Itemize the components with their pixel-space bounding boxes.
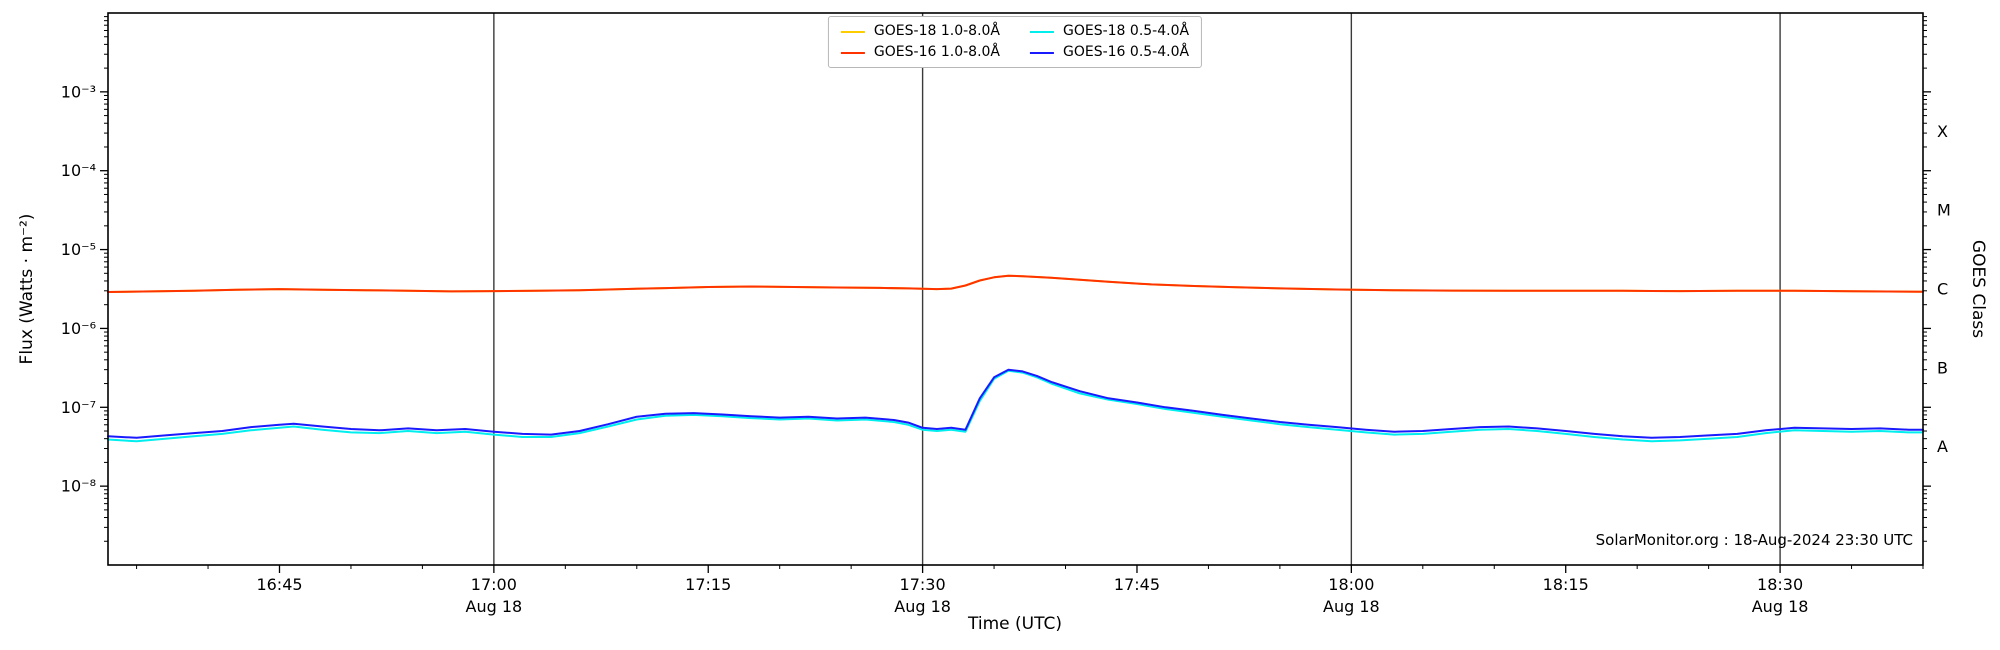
series-goes16-long: [107, 274, 1924, 293]
x-tick-label: 18:15: [1543, 575, 1589, 594]
legend-swatch-goes16-long: [840, 51, 865, 54]
legend-item-goes18-long: GOES-18 1.0-8.0Å: [840, 23, 1000, 40]
plot-border: [107, 12, 1924, 566]
goes-class-label: A: [1937, 437, 1948, 456]
x-tick-label: 17:00: [471, 575, 517, 594]
x-axis-title: Time (UTC): [968, 614, 1062, 634]
goes-class-label: B: [1937, 358, 1948, 377]
x-tick-label: 18:30: [1757, 575, 1803, 594]
x-tick-label: 17:15: [685, 575, 731, 594]
goes-class-label: X: [1937, 122, 1948, 141]
y-axis-title: Flux (Watts · m⁻²): [17, 213, 37, 365]
legend-item-label: GOES-18 0.5-4.0Å: [1063, 23, 1190, 39]
source-annotation: SolarMonitor.org : 18-Aug-2024 23:30 UTC: [1595, 531, 1913, 549]
y-tick-label: 10⁻⁵: [61, 240, 96, 259]
legend-item-goes16-short: GOES-16 0.5-4.0Å: [1030, 44, 1189, 61]
y-tick-label: 10⁻⁸: [61, 477, 96, 496]
legend-item-label: GOES-16 0.5-4.0Å: [1063, 44, 1190, 60]
legend-item-label: GOES-18 1.0-8.0Å: [873, 23, 1000, 39]
x-tick-label: 18:00: [1328, 575, 1374, 594]
y-tick-label: 10⁻⁶: [61, 319, 96, 338]
x-tick-sublabel: Aug 18: [1752, 597, 1809, 616]
legend-item-goes16-long: GOES-16 1.0-8.0Å: [840, 44, 1000, 61]
x-tick-sublabel: Aug 18: [894, 597, 951, 616]
legend-item-label: GOES-16 1.0-8.0Å: [873, 44, 1000, 60]
legend-swatch-goes18-short: [1030, 30, 1054, 33]
x-tick-label: 17:30: [900, 575, 946, 594]
legend-swatch-goes16-short: [1030, 51, 1054, 54]
y-tick-label: 10⁻⁷: [61, 398, 96, 417]
x-tick-sublabel: Aug 18: [466, 597, 523, 616]
chart-legend: GOES-18 1.0-8.0Å GOES-16 1.0-8.0Å GOES-18 …: [827, 16, 1203, 68]
goes-class-label: C: [1937, 280, 1948, 299]
series-goes16-short: [107, 368, 1924, 439]
y-tick-label: 10⁻⁴: [61, 161, 96, 180]
x-tick-label: 17:45: [1114, 575, 1160, 594]
legend-item-goes18-short: GOES-18 0.5-4.0Å: [1030, 23, 1189, 40]
y-axis-right-title: GOES Class: [1968, 239, 1988, 339]
goes-class-label: M: [1937, 201, 1951, 220]
x-tick-label: 16:45: [256, 575, 302, 594]
x-tick-sublabel: Aug 18: [1323, 597, 1380, 616]
y-tick-label: 10⁻³: [61, 82, 96, 101]
legend-swatch-goes18-long: [840, 30, 865, 33]
